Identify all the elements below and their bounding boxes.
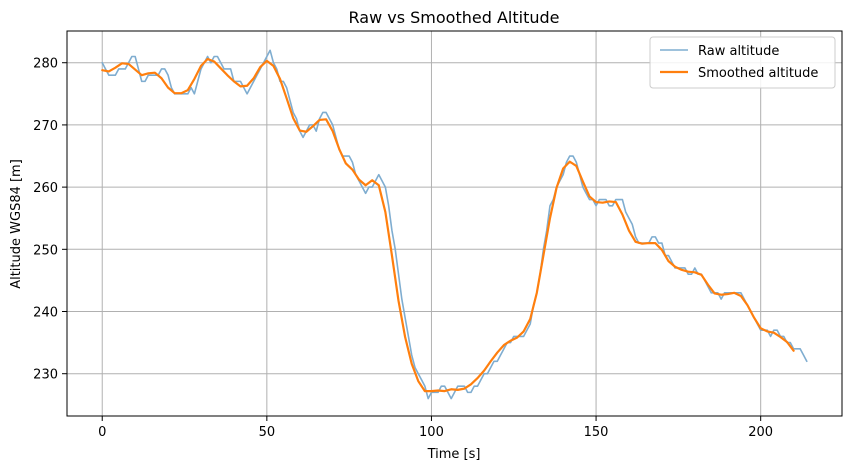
x-tick-label: 50 — [259, 425, 276, 440]
x-tick-label: 150 — [584, 425, 609, 440]
y-tick-label: 250 — [33, 243, 58, 258]
x-axis-label: Time [s] — [427, 447, 481, 462]
y-tick-label: 260 — [33, 181, 58, 196]
axis-ticks: 0 50 100 150 200 230 240 250 260 270 280 — [33, 57, 773, 440]
legend-label-smoothed: Smoothed altitude — [698, 66, 818, 81]
legend-label-raw: Raw altitude — [698, 44, 779, 59]
chart-title: Raw vs Smoothed Altitude — [349, 8, 560, 27]
y-axis-label: Altitude WGS84 [m] — [9, 159, 24, 289]
y-tick-label: 280 — [33, 57, 58, 72]
smoothed-altitude-line — [101, 57, 795, 393]
x-tick-label: 0 — [98, 425, 106, 440]
y-tick-label: 270 — [33, 119, 58, 134]
raw-altitude-line — [101, 49, 808, 400]
y-tick-label: 230 — [33, 368, 58, 383]
plot-frame — [66, 30, 843, 417]
x-tick-label: 200 — [748, 425, 773, 440]
legend: Raw altitude Smoothed altitude — [649, 36, 836, 89]
y-tick-label: 240 — [33, 306, 58, 321]
legend-box — [649, 36, 836, 89]
x-tick-label: 100 — [419, 425, 444, 440]
series-layer — [101, 49, 808, 400]
